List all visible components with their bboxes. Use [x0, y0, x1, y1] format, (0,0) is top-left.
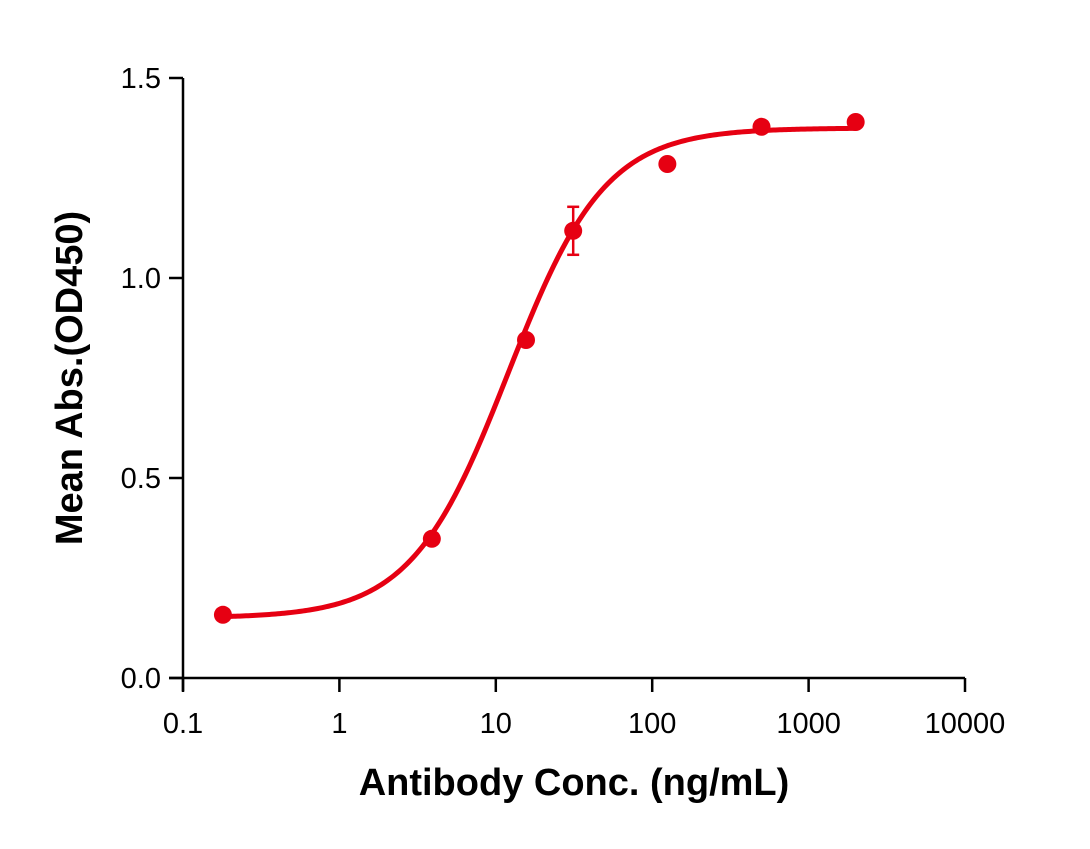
- x-tick-label: 10000: [925, 708, 1006, 740]
- y-tick-label: 1.5: [121, 63, 161, 95]
- x-tick-label: 10: [480, 708, 512, 740]
- data-point: [422, 529, 441, 548]
- y-axis: 0.0 0.5 1.0 1.5: [121, 63, 185, 695]
- x-tick-label: 1000: [776, 708, 841, 740]
- x-axis-title: Antibody Conc. (ng/mL): [359, 762, 790, 804]
- y-axis-title: Mean Abs.(OD450): [49, 211, 91, 545]
- data-point: [658, 155, 677, 173]
- y-tick-label: 1.0: [121, 263, 161, 295]
- y-tick-label: 0.5: [121, 463, 161, 495]
- data-point: [752, 117, 771, 136]
- x-axis: 0.1 1 10 100 1000 10000: [163, 676, 1006, 740]
- x-tick-label: 100: [628, 708, 676, 740]
- fit-curve: [220, 125, 859, 620]
- x-tick-label: 0.1: [163, 708, 203, 740]
- data-point: [846, 113, 865, 131]
- data-points: [213, 113, 865, 624]
- data-point: [213, 605, 232, 624]
- data-point: [564, 221, 583, 240]
- data-point: [517, 331, 536, 349]
- y-tick-label: 0.0: [121, 663, 161, 695]
- x-tick-label: 1: [331, 708, 347, 740]
